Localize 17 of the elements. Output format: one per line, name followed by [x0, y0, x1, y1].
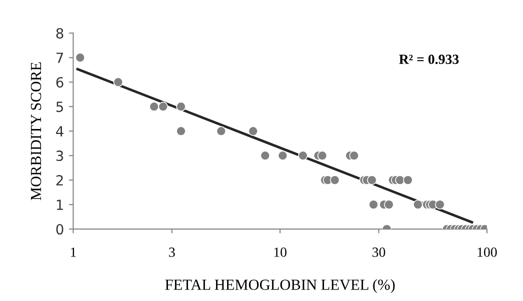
- x-tick-label: 1: [70, 248, 76, 257]
- x-tick-label: 100: [478, 248, 497, 257]
- x-axis-title: FETAL HEMOGLOBIN LEVEL (%): [165, 279, 395, 294]
- x-tick-label: 3: [169, 248, 175, 257]
- y-tick-label: 8: [56, 28, 64, 39]
- y-tick-label: 1: [56, 200, 63, 210]
- x-tick-label: 10: [274, 248, 286, 257]
- y-tick-label: 4: [56, 126, 64, 136]
- annotation: R² = 0.933: [399, 54, 459, 64]
- y-tick-label: 3: [56, 150, 64, 162]
- y-axis-title: MORBIDITY SCORE: [30, 62, 42, 200]
- x-tick-label: 30: [372, 248, 386, 257]
- y-tick-label: 6: [56, 77, 64, 88]
- y-tick-label: 7: [56, 52, 64, 63]
- y-tick-label: 0: [56, 224, 64, 235]
- y-tick-label: 5: [56, 102, 63, 112]
- y-tick-label: 2: [56, 175, 63, 186]
